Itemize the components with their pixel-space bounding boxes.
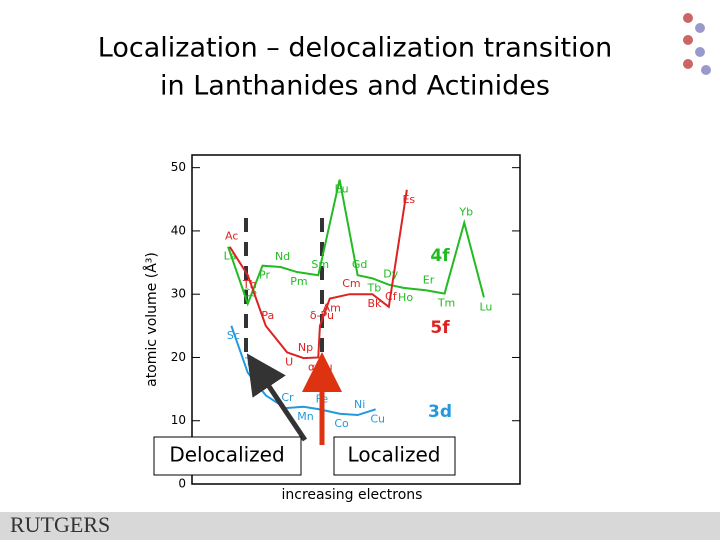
y-axis-label: atomic volume (Å³) [143,252,160,387]
data-line [227,179,485,307]
y-tick-label: 0 [178,477,186,491]
point-label: Ho [398,291,413,304]
logo: RUTGERS [10,512,110,537]
point-label: Co [334,417,349,430]
point-label: Yb [458,206,473,219]
slide-title: Localization – delocalization transition [98,33,612,64]
point-label: Pr [259,269,270,282]
point-label: Eu [335,183,349,196]
plot-frame [191,154,521,485]
point-label: α-Pu [308,360,333,373]
logo-atoms [683,13,711,75]
point-label: Cu [370,412,385,425]
point-label: Am [323,302,341,315]
point-label: Sm [311,258,329,271]
footer-bar [0,512,720,540]
series-name: 3d [428,402,452,422]
point-label: Es [402,193,415,206]
point-label: Lu [479,300,492,313]
point-label: Bk [367,297,382,310]
point-label: Tb [367,281,382,294]
arrow [246,353,308,442]
annotation: Localized [348,443,441,467]
point-label: U [285,355,293,368]
point-label: δ-Pu [310,309,334,322]
point-label: Th [242,278,257,291]
point-label: Sc [227,329,240,342]
point-label: Pm [290,275,307,288]
point-label: Dy [383,268,398,281]
point-label: Cf [385,290,398,303]
y-tick-label: 20 [171,350,186,364]
slide-title: in Lanthanides and Actinides [160,71,550,102]
annotation-box [333,436,456,476]
y-tick-label: 10 [171,413,186,427]
point-label: Cm [342,277,360,290]
point-label: Cr [281,391,294,404]
point-label: Ni [354,398,365,411]
point-label: Gd [352,258,368,271]
y-tick-label: 50 [171,160,186,174]
point-label: Np [298,341,313,354]
series-name: 4f [430,246,450,266]
point-label: Pa [261,309,274,322]
point-label: Ac [225,230,238,243]
y-tick-label: 30 [171,287,186,301]
point-label: Nd [275,250,290,263]
x-axis-label: increasing electrons [282,487,423,503]
plot: 0 10 20 30 40 50 atomic volume (Å³) increasing … [143,160,520,503]
annotation: Delocalized [169,443,284,467]
point-label: Tm [437,297,455,310]
series-name: 5f [430,318,450,338]
point-label: Mn [297,410,313,423]
point-label: Ti [244,356,254,369]
data-line [228,189,408,360]
y-tick-label: 40 [171,223,186,237]
annotation-box [153,436,302,476]
point-label: Er [423,273,435,286]
